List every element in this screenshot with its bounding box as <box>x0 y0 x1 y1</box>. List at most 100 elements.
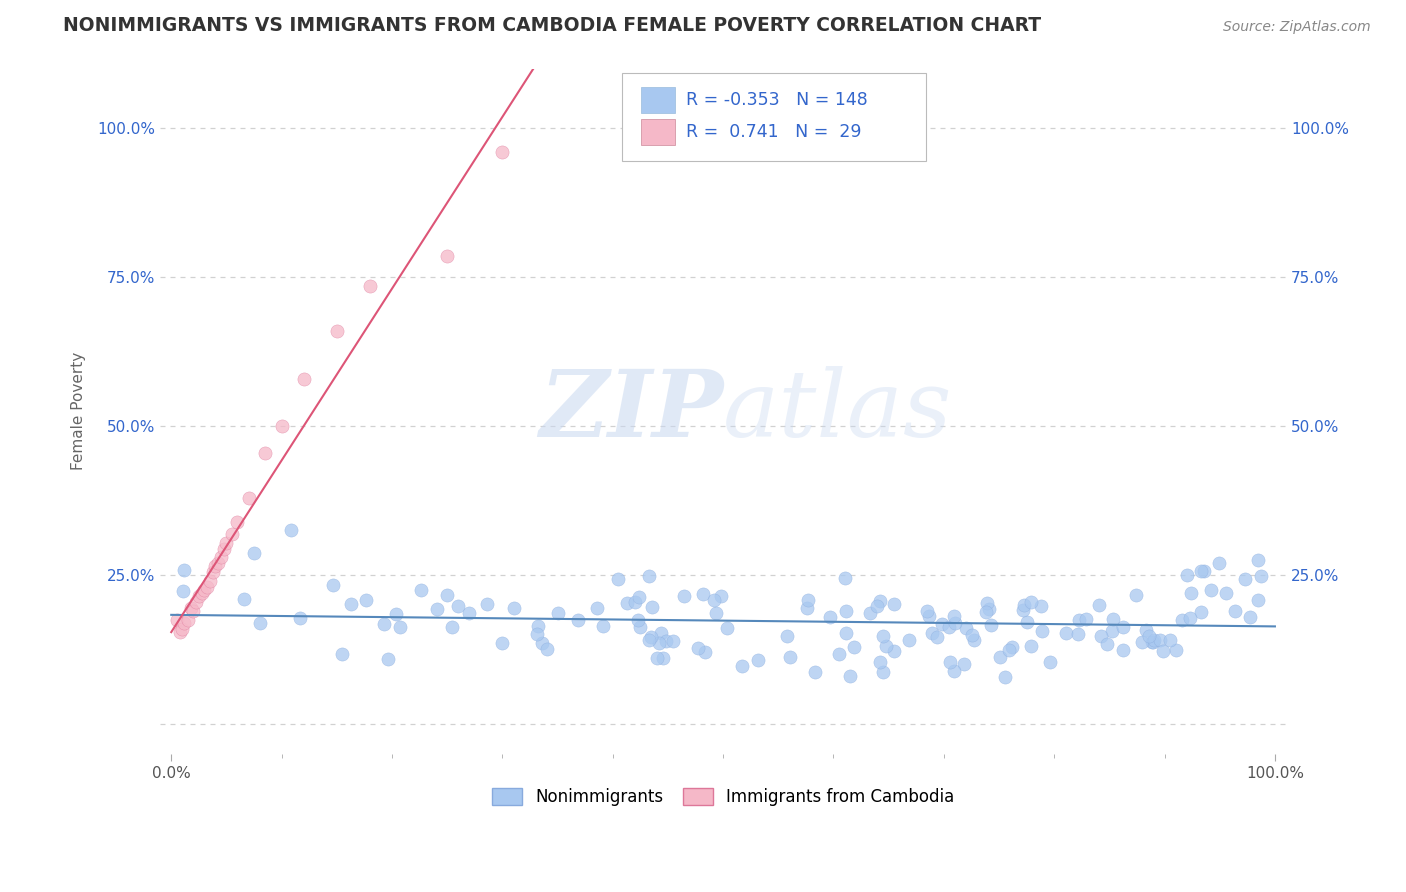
Point <box>1102 611 1125 625</box>
Point <box>547 606 569 620</box>
Point <box>181 604 204 618</box>
Point <box>187 589 209 603</box>
Point <box>184 595 207 609</box>
Point <box>804 665 827 679</box>
Point <box>638 633 661 648</box>
Point <box>918 609 941 624</box>
Point <box>842 640 865 654</box>
Point <box>716 621 738 635</box>
Point <box>1012 602 1035 616</box>
Point <box>1088 598 1111 612</box>
Point <box>592 618 614 632</box>
Point <box>648 636 671 650</box>
Point <box>1164 643 1187 657</box>
Point <box>779 649 801 664</box>
Point <box>939 656 962 670</box>
Point <box>503 600 526 615</box>
Point <box>998 643 1021 657</box>
Point <box>340 597 363 611</box>
Point <box>377 651 399 665</box>
Point <box>330 648 353 662</box>
Point <box>1019 595 1042 609</box>
Point <box>686 640 709 655</box>
Point <box>193 583 215 598</box>
Point <box>373 617 395 632</box>
Point <box>838 669 860 683</box>
Point <box>441 620 464 634</box>
Point <box>209 550 232 565</box>
Point <box>166 613 188 627</box>
Point <box>436 589 458 603</box>
Point <box>1143 633 1166 648</box>
Point <box>1208 557 1230 571</box>
Point <box>1125 588 1147 602</box>
Point <box>747 653 769 667</box>
Point <box>655 633 678 648</box>
Point <box>1069 614 1091 628</box>
Point <box>270 419 292 434</box>
Point <box>921 626 943 640</box>
Point <box>198 574 221 589</box>
Point <box>1095 637 1118 651</box>
Point <box>979 601 1001 615</box>
Point <box>943 609 966 624</box>
Point <box>695 645 717 659</box>
Point <box>1019 639 1042 653</box>
Point <box>531 636 554 650</box>
Point <box>1015 615 1038 629</box>
Point <box>776 629 799 643</box>
Point <box>883 598 905 612</box>
Point <box>1191 564 1213 578</box>
Point <box>915 604 938 618</box>
FancyBboxPatch shape <box>641 120 675 145</box>
Point <box>974 605 997 619</box>
Point <box>703 593 725 607</box>
Point <box>243 546 266 560</box>
Point <box>627 613 650 627</box>
Text: atlas: atlas <box>723 367 953 457</box>
Point <box>458 606 481 620</box>
Point <box>994 671 1017 685</box>
Point <box>640 630 662 644</box>
Point <box>640 599 662 614</box>
Point <box>1223 604 1246 618</box>
Point <box>662 633 685 648</box>
Point <box>567 614 589 628</box>
Point <box>960 628 983 642</box>
Point <box>1239 610 1261 624</box>
Point <box>963 632 986 647</box>
Point <box>221 526 243 541</box>
Point <box>536 642 558 657</box>
Point <box>191 586 214 600</box>
Point <box>249 615 271 630</box>
Point <box>624 595 647 609</box>
Point <box>1192 564 1215 578</box>
Point <box>212 541 235 556</box>
Legend: Nonimmigrants, Immigrants from Cambodia: Nonimmigrants, Immigrants from Cambodia <box>484 780 963 814</box>
Point <box>835 604 858 618</box>
Point <box>628 590 651 604</box>
Point <box>290 611 312 625</box>
Point <box>1180 586 1202 600</box>
Point <box>637 569 659 583</box>
Point <box>1178 611 1201 625</box>
Point <box>869 594 891 608</box>
Point <box>1029 599 1052 613</box>
Point <box>1054 626 1077 640</box>
Point <box>955 621 977 635</box>
Point <box>943 616 966 631</box>
Point <box>354 592 377 607</box>
Point <box>1111 619 1133 633</box>
Point <box>254 446 277 460</box>
Point <box>943 664 966 678</box>
Point <box>389 620 412 634</box>
Point <box>872 629 894 643</box>
Point <box>1074 611 1097 625</box>
Point <box>1101 624 1123 639</box>
Point <box>1031 624 1053 638</box>
Text: NONIMMIGRANTS VS IMMIGRANTS FROM CAMBODIA FEMALE POVERTY CORRELATION CHART: NONIMMIGRANTS VS IMMIGRANTS FROM CAMBODI… <box>63 16 1042 35</box>
Point <box>883 644 905 658</box>
Point <box>1111 642 1133 657</box>
Point <box>238 491 260 505</box>
Point <box>1247 553 1270 567</box>
